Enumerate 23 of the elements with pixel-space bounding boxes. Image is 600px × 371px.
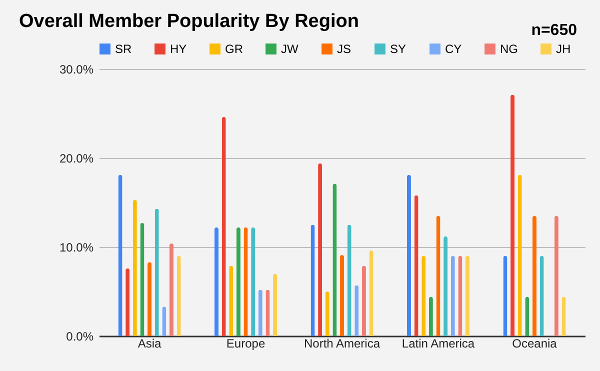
legend-label: NG	[500, 42, 518, 56]
legend-label: HY	[170, 42, 187, 56]
y-tick-label: 0.0%	[66, 330, 94, 344]
text: n=650	[531, 22, 577, 40]
legend-label: GR	[225, 42, 244, 56]
bar	[214, 227, 219, 336]
x-tick-label: Europe	[226, 336, 266, 350]
y-tick-label: 10.0%	[59, 240, 94, 254]
legend-label: JH	[556, 42, 571, 56]
x-tick-label: Oceania	[512, 336, 558, 350]
legend-label: SY	[390, 42, 406, 56]
bar	[340, 255, 344, 336]
bar	[465, 256, 470, 336]
chart-title: Overall Member Popularity By Region	[18, 11, 359, 32]
legend-label: JS	[337, 42, 352, 56]
y-tick-label: 20.0%	[59, 152, 94, 166]
legend-label: CY	[445, 42, 462, 56]
x-tick-label: Latin America	[402, 336, 475, 350]
legend-label: SR	[115, 42, 132, 56]
y-tick-label: 30.0%	[59, 62, 94, 76]
x-tick-label: North America	[304, 336, 380, 350]
x-tick-label: Asia	[138, 336, 162, 350]
legend-label: JW	[281, 42, 299, 56]
